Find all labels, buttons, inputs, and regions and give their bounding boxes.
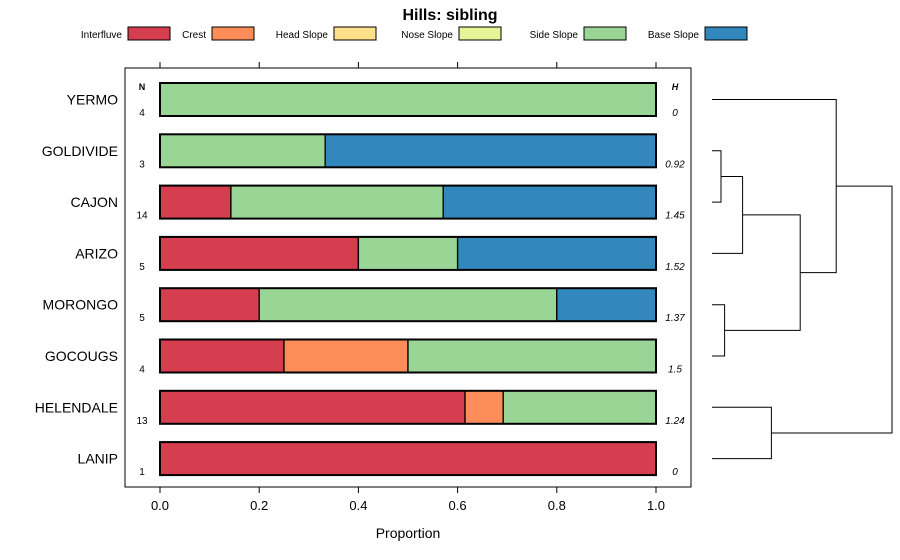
h-value: 1.52	[665, 262, 685, 273]
n-value: 3	[139, 159, 145, 170]
legend-swatch	[458, 26, 502, 41]
dendrogram-link	[771, 185, 893, 434]
category-label: GOCOUGS	[45, 348, 118, 364]
dendrogram	[712, 99, 893, 460]
legend-label: Interfluve	[81, 30, 123, 41]
x-tick-label: 0.6	[449, 498, 467, 513]
bar-row: GOLDIVIDE 3 0.92	[42, 133, 685, 170]
n-value: 13	[136, 416, 148, 427]
legend-swatch	[127, 26, 171, 41]
n-column-header: N	[139, 82, 146, 92]
category-label: CAJON	[71, 194, 118, 210]
category-label: GOLDIVIDE	[42, 143, 118, 159]
x-axis-label: Proportion	[376, 525, 441, 541]
bar-segment	[159, 287, 260, 322]
bar-segment	[258, 287, 558, 322]
bar-row: HELENDALE 13 1.24	[35, 389, 685, 427]
bar-segment	[159, 236, 360, 271]
x-tick-label: 1.0	[647, 498, 665, 513]
bar-segment	[442, 184, 657, 220]
n-value: 4	[139, 365, 145, 376]
category-label: LANIP	[78, 451, 118, 467]
bar-segment	[159, 184, 232, 220]
x-tick-label: 0.2	[250, 498, 268, 513]
x-axis: 0.0 0.2 0.4 0.6 0.8 1.0	[151, 487, 665, 513]
bar-segment	[159, 338, 285, 374]
legend-swatch	[583, 26, 627, 41]
bar-segment	[556, 287, 657, 322]
bar-outline	[159, 441, 657, 477]
legend-label: Head Slope	[276, 30, 329, 41]
n-value: 5	[139, 313, 145, 324]
h-value: 1.24	[665, 416, 685, 427]
n-value: 14	[136, 211, 148, 222]
bar-outline	[159, 287, 657, 323]
bar-outline	[159, 133, 657, 169]
n-value: 1	[139, 467, 145, 478]
bar-outline	[159, 338, 657, 374]
h-value: 0	[672, 467, 678, 478]
bar-row: ARIZO 5 1.52	[75, 235, 685, 273]
bar-segment	[324, 133, 657, 168]
bar-outline	[159, 82, 657, 117]
h-value: 1.45	[665, 211, 685, 222]
chart-title: Hills: sibling	[402, 7, 497, 24]
bar-segment	[407, 338, 657, 374]
legend-label: Base Slope	[648, 30, 700, 41]
x-tick-label: 0.0	[151, 498, 169, 513]
bar-segment	[456, 236, 657, 271]
dendrogram-link	[724, 214, 801, 331]
bar-segment	[159, 441, 657, 476]
h-value: 0.92	[665, 159, 685, 170]
legend-swatch	[704, 26, 748, 41]
bar-row: MORONGO 5 1.37	[43, 287, 685, 324]
bar-outline	[159, 184, 657, 220]
h-column-header: H	[672, 82, 679, 92]
dendrogram-link	[712, 175, 744, 254]
bar-outline	[159, 389, 657, 425]
h-value: 1.37	[665, 313, 685, 324]
bar-segment	[159, 82, 657, 117]
n-value: 5	[139, 262, 145, 273]
legend: Interfluve Crest Head Slope Nose Slope Side …	[81, 26, 748, 41]
category-label: ARIZO	[75, 245, 118, 261]
h-value: 1.5	[668, 365, 682, 376]
x-tick-label: 0.4	[349, 498, 367, 513]
plot-frame	[124, 67, 692, 488]
bar-row: CAJON 14 1.45	[71, 184, 685, 222]
legend-swatch	[211, 26, 255, 41]
bar-row: GOCOUGS 4 1.5	[45, 338, 682, 376]
bar-row: YERMO 4 0	[67, 82, 678, 119]
h-value: 0	[672, 108, 678, 119]
dendrogram-link	[712, 406, 772, 460]
bar-segment	[502, 390, 657, 425]
bar-segment	[464, 390, 504, 425]
bar-segment	[230, 184, 444, 220]
legend-label: Crest	[182, 30, 206, 41]
bar-segment	[159, 133, 326, 168]
category-label: HELENDALE	[35, 399, 118, 415]
legend-swatch	[333, 26, 377, 41]
bar-segment	[159, 390, 466, 425]
dendrogram-link	[712, 99, 837, 274]
legend-label: Nose Slope	[401, 30, 453, 41]
bar-outline	[159, 235, 657, 271]
bar-row: LANIP 1 0	[78, 441, 678, 478]
dendrogram-link	[712, 304, 726, 357]
x-tick-label: 0.8	[548, 498, 566, 513]
category-label: YERMO	[67, 92, 118, 108]
legend-label: Side Slope	[530, 30, 579, 41]
category-label: MORONGO	[43, 297, 119, 313]
dendrogram-link	[712, 150, 722, 203]
bar-segment	[283, 338, 409, 374]
top-axis-ticks	[159, 62, 657, 68]
bar-segment	[357, 236, 459, 271]
n-value: 4	[139, 108, 145, 119]
